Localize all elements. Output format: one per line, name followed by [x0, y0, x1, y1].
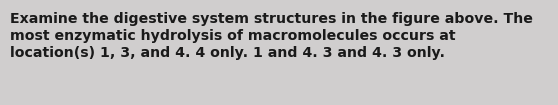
Text: location(s) 1, 3, and 4. 4 only. 1 and 4. 3 and 4. 3 only.: location(s) 1, 3, and 4. 4 only. 1 and 4… [10, 46, 445, 60]
Text: Examine the digestive system structures in the figure above. The: Examine the digestive system structures … [10, 12, 533, 26]
Text: most enzymatic hydrolysis of macromolecules occurs at: most enzymatic hydrolysis of macromolecu… [10, 29, 456, 43]
